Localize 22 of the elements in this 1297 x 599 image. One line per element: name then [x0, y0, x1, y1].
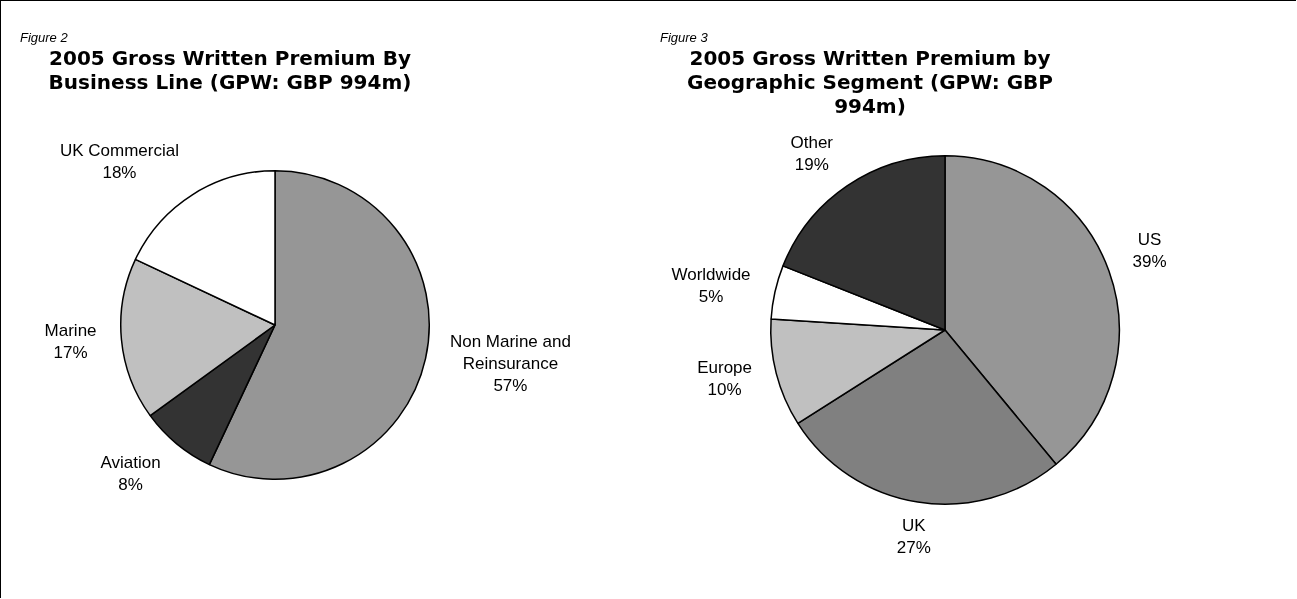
slice-label: Marine [44, 320, 97, 340]
data-label: 27% [896, 538, 931, 558]
slice-label: Aviation [100, 452, 161, 472]
data-label: 10% [707, 380, 742, 400]
data-label: 57% [493, 375, 528, 395]
slice-label: Europe [697, 358, 753, 378]
chart-title: 2005 Gross Written Premium By Business Line (GPW: GBP 994m) [47, 46, 413, 94]
caption: Figure 3 [660, 30, 708, 45]
slice-label: Other [790, 132, 834, 152]
data-label: 19% [794, 154, 829, 174]
slice-label: UK [902, 516, 927, 536]
slice-label: UK Commercial [59, 141, 179, 161]
slice-label: Non Marine and Reinsurance [449, 331, 571, 373]
data-label: 17% [53, 342, 88, 362]
caption: Figure 2 [20, 30, 68, 45]
data-label: 39% [1132, 252, 1167, 272]
slice-label: Worldwide [671, 265, 751, 285]
chart-title: 2005 Gross Written Premium by Geographic Segment (GPW: GBP 994m) [686, 46, 1054, 118]
data-label: 8% [118, 474, 143, 494]
data-label: 5% [698, 287, 724, 307]
slice-label: US [1137, 230, 1162, 250]
data-label: 18% [102, 163, 137, 183]
